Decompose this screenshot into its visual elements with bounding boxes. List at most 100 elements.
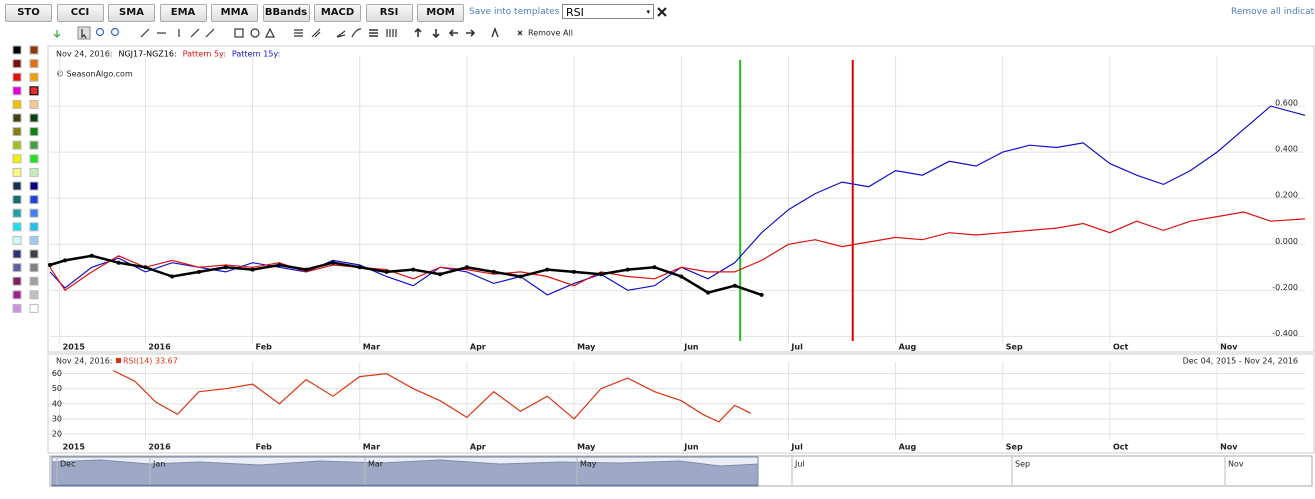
color-swatch[interactable]: [12, 235, 22, 245]
navigator-label: Jan: [152, 460, 165, 469]
indicator-button[interactable]: MACD: [314, 4, 361, 22]
color-swatch[interactable]: [12, 99, 22, 109]
ray-tool[interactable]: [190, 28, 215, 38]
remove-all-indicators[interactable]: Remove all indicators: [1231, 7, 1315, 17]
color-swatch[interactable]: [29, 59, 39, 69]
color-swatch[interactable]: [12, 222, 22, 232]
color-palette: [12, 45, 39, 313]
indicator-button[interactable]: MOM: [417, 4, 464, 22]
arrow-up[interactable]: [414, 27, 422, 37]
circle-tool[interactable]: [250, 28, 260, 38]
x-tick-label: Aug: [899, 343, 917, 352]
color-swatch[interactable]: [29, 140, 39, 150]
series-point: [411, 267, 416, 272]
remove-all[interactable]: Remove All: [528, 29, 573, 38]
rect-tool[interactable]: [234, 28, 244, 38]
color-swatch[interactable]: [12, 263, 22, 273]
x-tick-label: 2015: [63, 343, 86, 352]
x-tick-label: Nov: [1220, 443, 1238, 452]
triangle-tool[interactable]: [265, 27, 275, 38]
color-swatch[interactable]: [29, 208, 39, 218]
indicator-button[interactable]: RSI: [365, 4, 413, 22]
legend-entry: Pattern 15y:: [232, 50, 280, 59]
y-tick-label: 50: [52, 384, 62, 393]
save-templates[interactable]: Save into templates: [469, 7, 560, 17]
indicator-button[interactable]: EMA: [159, 4, 207, 22]
color-swatch[interactable]: [12, 290, 22, 300]
download-icon[interactable]: [53, 30, 61, 38]
color-swatch[interactable]: [12, 45, 22, 55]
x-tick-label: Jun: [683, 443, 699, 452]
color-swatch[interactable]: [12, 249, 22, 259]
color-swatch[interactable]: [12, 208, 22, 218]
color-swatch[interactable]: [29, 86, 39, 96]
color-swatch[interactable]: [12, 59, 22, 69]
arrow-down[interactable]: [432, 29, 440, 39]
zoom-in[interactable]: [95, 27, 105, 37]
indicator-button[interactable]: MMA: [211, 4, 258, 22]
color-swatch[interactable]: [12, 113, 22, 123]
x-tick-label: Apr: [470, 443, 486, 452]
text-tool[interactable]: [491, 27, 499, 38]
color-swatch[interactable]: [12, 181, 22, 191]
color-swatch[interactable]: [29, 45, 39, 55]
watermark: © SeasonAlgo.com: [56, 70, 133, 79]
line-tool[interactable]: [140, 28, 150, 38]
series-point: [48, 262, 52, 267]
navigator-label: Mar: [368, 460, 384, 469]
date-range: Dec 04, 2015 - Nov 24, 2016: [1183, 357, 1298, 366]
zoom-out[interactable]: [110, 27, 120, 37]
select-value: RSI: [566, 6, 584, 19]
channel-tool[interactable]: [294, 29, 303, 37]
select-tool[interactable]: [77, 26, 91, 40]
arrow-left[interactable]: [448, 29, 458, 37]
color-swatch[interactable]: [29, 181, 39, 191]
color-swatch[interactable]: [12, 140, 22, 150]
color-swatch[interactable]: [12, 167, 22, 177]
color-swatch[interactable]: [29, 235, 39, 245]
color-swatch[interactable]: [12, 303, 22, 313]
fan-tool[interactable]: [336, 30, 346, 38]
template-select[interactable]: RSI ▾: [562, 4, 654, 19]
series-line: [49, 211, 1306, 292]
indicator-button[interactable]: BBands: [262, 4, 310, 22]
color-swatch[interactable]: [29, 167, 39, 177]
navigator-window[interactable]: [51, 456, 759, 486]
series-line: [49, 105, 1306, 296]
y-tick-label: -0.200: [1272, 283, 1298, 292]
color-swatch[interactable]: [29, 127, 39, 137]
clear-template[interactable]: [657, 7, 667, 17]
color-swatch[interactable]: [29, 222, 39, 232]
cycle-tool[interactable]: [386, 29, 397, 37]
color-swatch[interactable]: [29, 195, 39, 205]
legend: Nov 24, 2016: NGJ17-NGZ16: Pattern 5y: Patt…: [56, 50, 280, 59]
color-swatch[interactable]: [29, 154, 39, 164]
indicator-button[interactable]: CCI: [56, 4, 104, 22]
color-swatch[interactable]: [29, 249, 39, 259]
color-swatch[interactable]: [29, 99, 39, 109]
color-swatch[interactable]: [12, 154, 22, 164]
color-swatch[interactable]: [12, 72, 22, 82]
indicator-button[interactable]: SMA: [108, 4, 155, 22]
color-swatch[interactable]: [12, 195, 22, 205]
color-swatch[interactable]: [29, 303, 39, 313]
arc-tool[interactable]: [351, 28, 362, 38]
toolbar: Save into templates RSI ▾ Remove all indi…: [0, 0, 1315, 22]
color-swatch[interactable]: [29, 263, 39, 273]
fib-tool[interactable]: [369, 29, 378, 37]
color-swatch[interactable]: [29, 276, 39, 286]
color-swatch[interactable]: [12, 127, 22, 137]
rsi-date: Nov 24, 2016:: [56, 357, 112, 366]
pitchfork-tool[interactable]: [311, 28, 321, 38]
indicator-button[interactable]: STO: [5, 4, 52, 22]
color-swatch[interactable]: [29, 72, 39, 82]
arrow-right[interactable]: [466, 29, 476, 37]
color-swatch[interactable]: [29, 290, 39, 300]
color-swatch[interactable]: [29, 113, 39, 123]
y-tick-label: 0.400: [1275, 145, 1298, 154]
color-swatch[interactable]: [12, 86, 22, 96]
x-tick-label: 2016: [148, 443, 171, 452]
navigator-label: May: [580, 460, 597, 469]
color-swatch[interactable]: [12, 276, 22, 286]
